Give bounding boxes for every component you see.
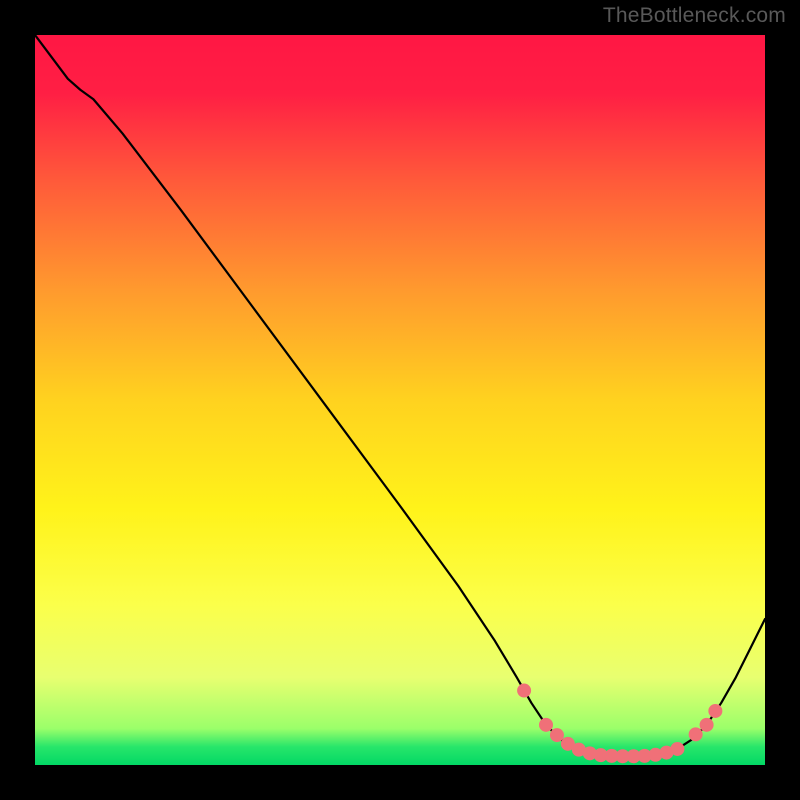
marker-dot [700,718,713,731]
chart-frame: TheBottleneck.com [0,0,800,800]
marker-dot [540,718,553,731]
plot-area [35,35,765,765]
marker-dot [689,728,702,741]
marker-dot [518,684,531,697]
marker-dot [671,742,684,755]
watermark-text: TheBottleneck.com [603,4,786,28]
marker-dot [550,729,563,742]
curve-overlay [35,35,765,765]
marker-group [518,684,722,763]
marker-dot [709,704,722,717]
bottleneck-curve [35,35,765,756]
